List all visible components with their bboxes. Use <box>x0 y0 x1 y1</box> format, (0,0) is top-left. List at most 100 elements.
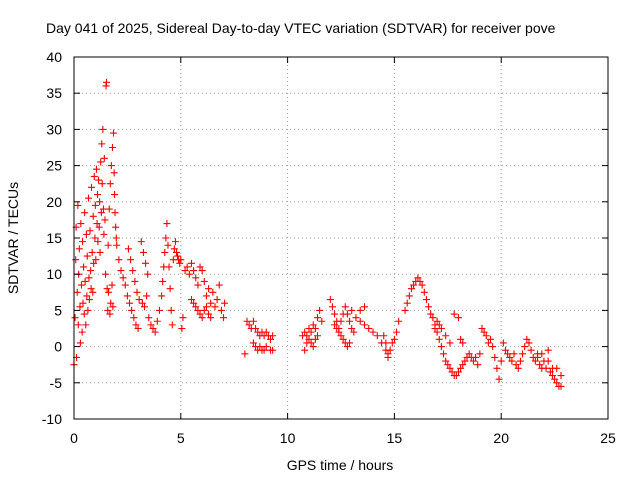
data-point <box>356 306 364 314</box>
data-point <box>457 364 465 372</box>
data-point <box>104 306 112 314</box>
data-point <box>262 328 270 336</box>
data-point <box>249 339 257 347</box>
data-point <box>73 288 81 296</box>
data-point <box>480 328 488 336</box>
data-point <box>442 332 450 340</box>
data-point <box>183 263 191 271</box>
data-point <box>196 310 204 318</box>
data-point <box>81 277 89 285</box>
data-point <box>335 328 343 336</box>
data-point <box>85 274 93 282</box>
data-point <box>333 325 341 332</box>
data-point <box>482 332 490 340</box>
y-tick-label: 20 <box>46 194 62 210</box>
data-point <box>328 303 336 311</box>
data-point <box>76 339 84 347</box>
data-point <box>113 241 121 249</box>
data-point <box>93 191 101 199</box>
data-point <box>316 306 324 314</box>
data-point <box>531 357 539 365</box>
data-point <box>112 234 120 242</box>
data-point <box>527 346 535 354</box>
data-point <box>346 339 354 347</box>
data-point <box>130 314 138 322</box>
data-point <box>165 263 173 271</box>
data-point <box>346 317 354 325</box>
data-point <box>337 317 345 325</box>
x-tick-label: 15 <box>387 430 403 446</box>
data-point <box>82 321 90 329</box>
data-point <box>163 220 171 228</box>
data-point <box>536 361 544 369</box>
data-point <box>75 245 83 253</box>
data-point <box>544 357 552 365</box>
data-point <box>128 306 136 314</box>
data-point <box>126 299 134 307</box>
data-point <box>215 281 223 289</box>
data-point <box>72 256 80 264</box>
data-point <box>474 361 482 369</box>
data-point <box>98 140 106 148</box>
data-point <box>98 180 106 188</box>
data-point <box>352 314 360 322</box>
data-point <box>401 306 409 314</box>
data-point <box>437 325 445 332</box>
data-point <box>452 372 460 380</box>
data-point <box>166 285 174 293</box>
data-point <box>403 299 411 307</box>
data-point <box>386 346 394 354</box>
data-point <box>76 303 84 311</box>
data-point <box>176 259 184 267</box>
axes: 0 5 10 15 20 25 -10 -5 0 5 10 15 20 25 30 35 40 <box>42 49 616 446</box>
data-point <box>97 158 105 166</box>
data-point <box>83 292 91 300</box>
data-point <box>74 201 82 209</box>
data-point <box>127 256 135 264</box>
data-point <box>348 306 356 314</box>
data-point <box>557 382 565 390</box>
data-point <box>457 335 465 343</box>
data-point <box>80 263 88 271</box>
data-point <box>96 198 104 206</box>
data-point <box>168 321 176 329</box>
y-tick-label: -5 <box>50 375 63 391</box>
data-point <box>85 296 93 304</box>
data-point <box>373 332 381 340</box>
data-point <box>164 241 172 249</box>
data-point <box>159 277 167 285</box>
data-point <box>213 296 221 304</box>
data-point <box>84 306 92 314</box>
data-point <box>314 332 322 340</box>
data-point <box>331 321 339 329</box>
data-point <box>420 288 428 296</box>
data-point <box>382 339 390 347</box>
data-point <box>525 339 533 347</box>
data-point <box>305 335 313 343</box>
data-point <box>504 350 512 358</box>
data-point <box>96 248 104 256</box>
data-point <box>444 361 452 369</box>
data-point <box>196 263 204 271</box>
data-point <box>104 241 112 249</box>
data-point <box>117 267 125 275</box>
data-point <box>551 375 559 383</box>
data-point <box>495 375 503 383</box>
data-point <box>106 310 114 318</box>
data-point <box>262 343 270 351</box>
data-point <box>217 306 225 314</box>
data-point <box>144 270 152 278</box>
data-point <box>350 328 358 336</box>
data-point <box>512 361 520 369</box>
data-point <box>119 274 127 282</box>
data-point <box>207 299 215 307</box>
x-tick-label: 0 <box>70 430 78 446</box>
data-point <box>493 364 501 372</box>
data-point <box>301 346 309 354</box>
data-point <box>416 277 424 285</box>
data-point <box>132 321 140 329</box>
data-point <box>339 335 347 343</box>
data-point <box>192 303 200 311</box>
data-point <box>435 321 443 329</box>
data-point <box>514 364 522 372</box>
